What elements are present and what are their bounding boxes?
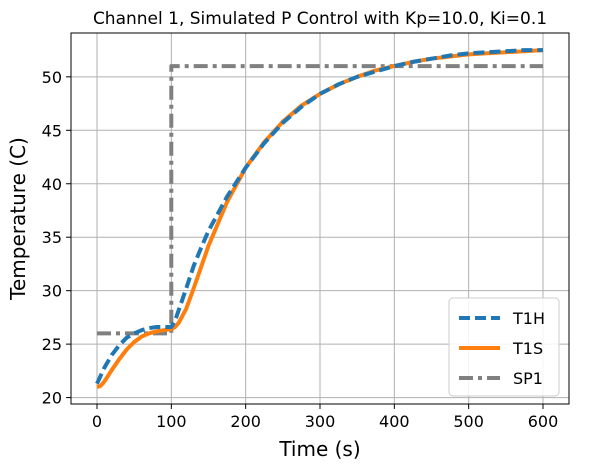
y-tick-label: 50 <box>42 68 62 87</box>
legend-label-t1s: T1S <box>512 339 543 358</box>
legend: T1H T1S SP1 <box>448 297 560 397</box>
x-tick-label: 300 <box>305 412 336 431</box>
y-tick-label: 35 <box>42 228 62 247</box>
y-tick-label: 30 <box>42 282 62 301</box>
y-tick-label: 45 <box>42 121 62 140</box>
x-tick-label: 100 <box>156 412 187 431</box>
legend-box <box>448 297 560 397</box>
chart-title: Channel 1, Simulated P Control with Kp=1… <box>93 9 547 29</box>
y-axis-label: Temperature (C) <box>6 137 30 301</box>
y-tick-label: 40 <box>42 175 62 194</box>
x-tick-label: 600 <box>528 412 559 431</box>
x-axis-label: Time (s) <box>278 437 360 461</box>
axis-ticks: 0 100 200 300 400 500 600 20 25 30 35 40 45 50 <box>42 68 559 431</box>
x-tick-label: 500 <box>453 412 484 431</box>
legend-label-sp1: SP1 <box>513 369 543 388</box>
series-lines <box>95 48 544 389</box>
legend-label-t1h: T1H <box>512 309 545 328</box>
x-tick-label: 200 <box>230 412 261 431</box>
series-line-sp1 <box>97 64 543 336</box>
series-line-t1h <box>95 48 543 385</box>
x-tick-label: 400 <box>379 412 410 431</box>
y-tick-label: 20 <box>42 389 62 408</box>
x-tick-label: 0 <box>92 412 102 431</box>
grid-lines <box>71 33 569 404</box>
y-tick-label: 25 <box>42 335 62 354</box>
